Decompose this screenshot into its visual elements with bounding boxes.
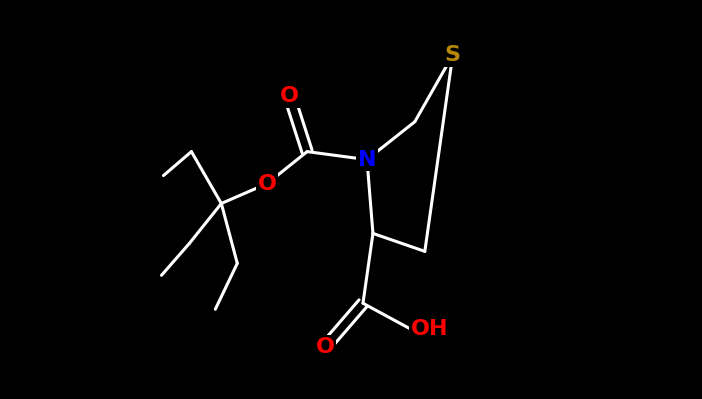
Text: N: N (358, 150, 376, 170)
Text: S: S (445, 45, 461, 65)
Text: O: O (258, 174, 277, 194)
Text: O: O (316, 337, 335, 357)
Text: OH: OH (411, 319, 449, 339)
Text: O: O (279, 86, 298, 106)
